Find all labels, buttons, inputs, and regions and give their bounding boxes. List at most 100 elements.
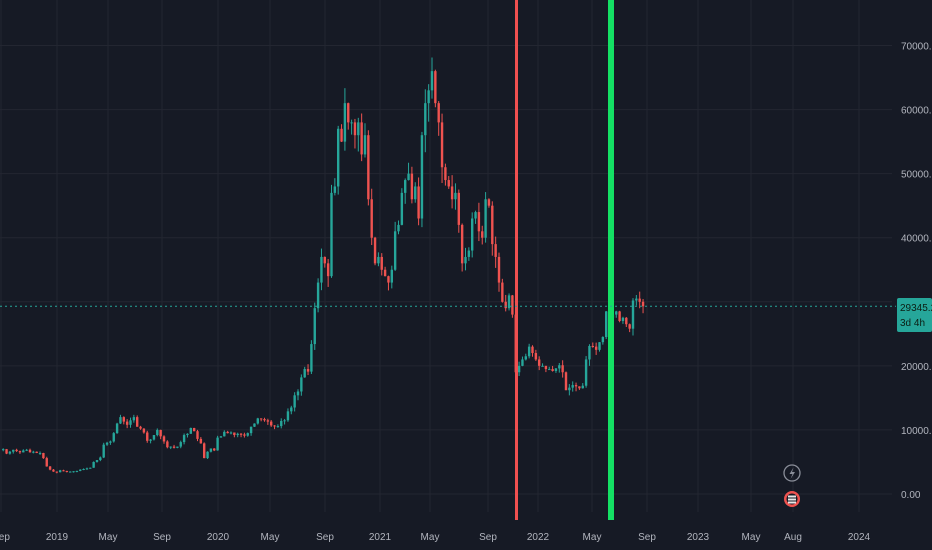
- candle-body: [571, 385, 574, 388]
- candles: [2, 57, 645, 474]
- candle-body: [300, 377, 303, 392]
- x-tick-label: Sep: [479, 532, 497, 543]
- candle-body: [641, 301, 645, 307]
- candle-body: [450, 186, 454, 200]
- last-price-tag: 29345.28 3d 4h: [897, 298, 932, 332]
- candle-body: [447, 180, 450, 187]
- candle-body: [169, 446, 172, 448]
- candle-body: [219, 436, 223, 438]
- candle-body: [534, 353, 538, 360]
- candle-body: [8, 451, 12, 454]
- candle-body: [58, 470, 62, 473]
- candle-body: [551, 369, 554, 371]
- green-vertical-marker[interactable]: [608, 0, 614, 520]
- candle-body: [229, 432, 233, 434]
- candle-body: [313, 308, 316, 345]
- candle-body: [320, 256, 323, 283]
- candle-body: [387, 276, 390, 283]
- candle-body: [404, 180, 407, 193]
- candle-body: [146, 432, 149, 441]
- x-tick-label: May: [261, 532, 280, 543]
- candle-body: [136, 417, 139, 427]
- y-tick-label: 0.00: [901, 490, 921, 501]
- candle-body: [246, 433, 249, 436]
- candle-body: [591, 345, 594, 347]
- candle-body: [203, 443, 206, 459]
- candle-body: [527, 346, 531, 357]
- x-tick-label: 2024: [848, 532, 871, 543]
- candle-body: [504, 301, 507, 309]
- candle-body: [323, 256, 326, 264]
- candle-body: [521, 359, 524, 366]
- candle-body: [511, 295, 514, 315]
- candle-body: [558, 365, 561, 369]
- candle-body: [139, 426, 142, 429]
- candle-body: [598, 342, 601, 350]
- candle-body: [2, 449, 5, 451]
- candle-body: [471, 218, 474, 251]
- candle-body: [568, 387, 571, 391]
- lightning-icon[interactable]: [783, 464, 801, 482]
- x-tick-label: May: [742, 532, 761, 543]
- candle-body: [517, 365, 521, 373]
- candle-body: [393, 231, 397, 270]
- candle-body: [437, 103, 440, 123]
- candle-body: [605, 311, 608, 338]
- candle-body: [48, 466, 52, 470]
- x-tick-label: Sep: [153, 532, 171, 543]
- candle-body: [82, 469, 85, 471]
- candle-body: [430, 71, 434, 91]
- candle-body: [310, 344, 313, 372]
- candle-body: [109, 441, 112, 443]
- candle-body: [357, 122, 360, 136]
- x-tick-label: May: [583, 532, 602, 543]
- candle-body: [129, 420, 132, 425]
- candle-body: [99, 457, 102, 461]
- candle-body: [390, 269, 393, 283]
- candle-body: [270, 421, 273, 426]
- candle-body: [283, 420, 286, 422]
- candle-body: [85, 468, 89, 470]
- red-vertical-marker[interactable]: [515, 0, 518, 520]
- candle-body: [35, 451, 38, 453]
- candle-body: [594, 346, 598, 350]
- candle-body: [89, 467, 92, 469]
- candle-body: [290, 407, 293, 412]
- candle-body: [52, 469, 55, 472]
- candle-body: [340, 128, 343, 142]
- candle-body: [209, 448, 213, 452]
- candle-body: [186, 433, 189, 436]
- candle-body: [538, 359, 541, 366]
- x-axis: Sep 2019 May Sep 2020 May Sep 2021 May Sep 2022 May…: [0, 532, 871, 543]
- candle-body: [460, 224, 464, 264]
- candle-body: [343, 103, 347, 142]
- candle-body: [564, 372, 568, 391]
- candle-body: [353, 122, 357, 136]
- candle-body: [223, 431, 226, 437]
- candle-body: [296, 391, 300, 396]
- candle-body: [192, 428, 196, 432]
- candle-body: [142, 428, 146, 433]
- candle-body: [45, 458, 48, 467]
- candle-body: [226, 431, 229, 434]
- candle-body: [172, 446, 176, 448]
- candle-body: [249, 426, 253, 434]
- candle-body: [166, 441, 169, 448]
- y-tick-label: 10000.00: [901, 426, 932, 437]
- candle-body: [631, 300, 635, 329]
- candle-body: [464, 256, 467, 264]
- candle-body: [487, 199, 491, 206]
- candle-body: [548, 369, 551, 371]
- candle-body: [28, 449, 32, 453]
- candle-body: [414, 186, 417, 200]
- candle-body: [588, 345, 591, 360]
- event-flag-icon[interactable]: [784, 491, 800, 507]
- vertical-markers: [0, 0, 896, 520]
- y-tick-label: 70000.00: [901, 42, 932, 53]
- candle-body: [584, 359, 588, 386]
- x-tick-label: 2022: [527, 532, 550, 543]
- candle-body: [457, 192, 460, 225]
- candle-body: [380, 256, 383, 270]
- candle-body: [156, 429, 159, 436]
